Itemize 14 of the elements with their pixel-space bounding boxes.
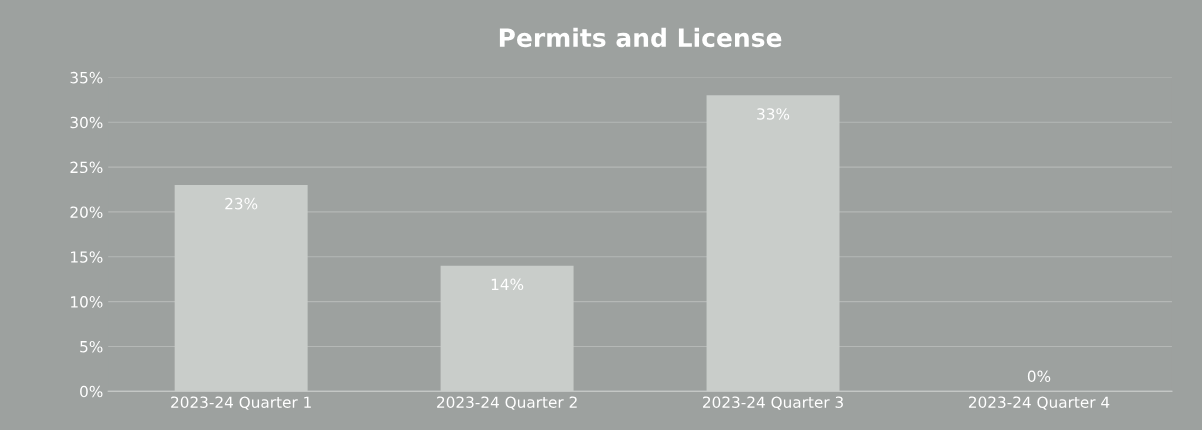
y-tick-label: 10%	[71, 296, 103, 308]
x-tick-label: 2023-24 Quarter 3	[703, 396, 843, 410]
data-label: 0%	[1027, 370, 1051, 383]
y-tick-label: 15%	[71, 251, 103, 263]
x-tick-label: 2023-24 Quarter 4	[968, 396, 1110, 410]
y-tick-label: 0%	[80, 385, 103, 398]
y-tick-label: 35%	[70, 71, 103, 84]
y-tick-label: 5%	[80, 340, 103, 353]
y-tick-label: 30%	[70, 116, 103, 129]
x-tick-label: 2023-24 Quarter 1	[171, 396, 311, 410]
x-tick-label: 2023-24 Quarter 2	[437, 396, 577, 410]
y-tick-label: 20%	[70, 206, 103, 218]
chart-title: Permits and License	[499, 27, 782, 48]
y-tick-label: 25%	[70, 161, 103, 174]
